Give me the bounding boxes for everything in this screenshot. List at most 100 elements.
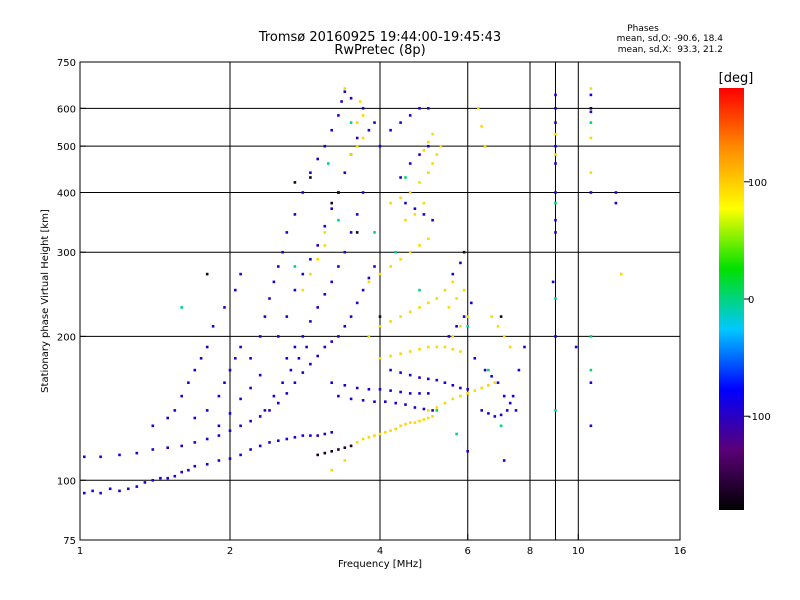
x-tick-label: 16 [674,546,687,557]
data-point [435,297,439,300]
data-point [389,128,392,132]
data-point [337,335,340,338]
y-tick-label: 75 [63,536,76,547]
data-point [408,250,412,254]
data-point [523,345,526,349]
data-point [361,399,365,402]
data-point [589,93,593,97]
data-point [316,354,319,358]
data-point [285,231,289,234]
data-point [554,218,557,222]
data-point [589,381,593,384]
data-point [408,310,412,314]
data-point [309,176,312,179]
data-point [427,409,430,412]
data-point [323,144,327,148]
data-point [418,107,421,110]
data-point [343,459,347,462]
x-tick-label: 4 [377,546,383,557]
data-point [459,386,462,390]
data-point [470,301,473,305]
data-point [499,315,503,318]
data-point [394,401,397,405]
data-point [309,171,312,174]
y-tick-label: 400 [57,188,76,199]
data-point [427,107,430,110]
data-point [367,335,371,338]
data-point [281,381,284,384]
data-point [166,476,169,480]
data-point [487,368,490,372]
x-tick-label: 10 [572,546,585,557]
data-point [404,176,407,179]
data-point [249,419,252,423]
data-point [301,272,305,276]
data-point [459,394,462,398]
data-point [443,381,447,384]
data-point [431,132,434,136]
data-point [309,258,312,261]
data-point [258,335,262,338]
data-point [418,244,421,247]
data-point [337,265,340,268]
data-point [349,121,353,124]
data-point [443,288,447,292]
data-point [487,384,490,387]
data-point [316,244,319,247]
data-point [399,176,402,179]
data-point [554,297,557,300]
data-point [413,207,417,210]
data-point [384,400,387,403]
data-point [323,244,327,247]
data-point [249,386,252,390]
data-point [418,376,421,379]
data-point [443,345,447,349]
data-point [399,371,402,374]
data-point [99,455,102,459]
chart-subtitle: RwPretec (8p) [334,43,425,58]
data-point [435,406,439,409]
chart-title: Tromsø 20160925 19:44:00-19:45:43 [258,30,501,45]
data-point [234,357,237,360]
data-point [305,345,308,349]
data-point [228,457,232,460]
data-point [589,171,593,174]
data-point [355,121,359,124]
data-point [330,280,333,284]
data-point [408,162,412,165]
data-point [505,409,509,412]
data-point [389,354,392,358]
data-point [118,489,121,493]
data-point [462,288,466,292]
data-point [554,201,557,205]
data-point [285,392,289,395]
data-point [404,201,407,205]
data-point [205,272,209,276]
data-point [301,335,305,338]
data-point [422,407,426,411]
data-point [316,258,319,261]
data-point [389,201,392,205]
data-point [473,357,477,360]
data-point [378,272,382,276]
data-point [408,191,412,194]
data-point [443,401,447,405]
data-point [151,479,155,482]
data-point [499,424,503,428]
data-point [384,431,387,434]
data-point [228,412,232,415]
data-point [413,213,417,216]
data-point [427,140,430,144]
data-point [459,325,462,328]
data-point [239,424,242,428]
data-point [620,272,623,276]
data-point [378,432,382,436]
data-point [330,207,333,210]
data-point [554,335,557,338]
data-point [293,181,297,184]
data-point [361,288,365,292]
data-point [427,345,430,349]
data-point [285,357,289,360]
data-point [228,368,232,372]
data-point [487,412,490,415]
